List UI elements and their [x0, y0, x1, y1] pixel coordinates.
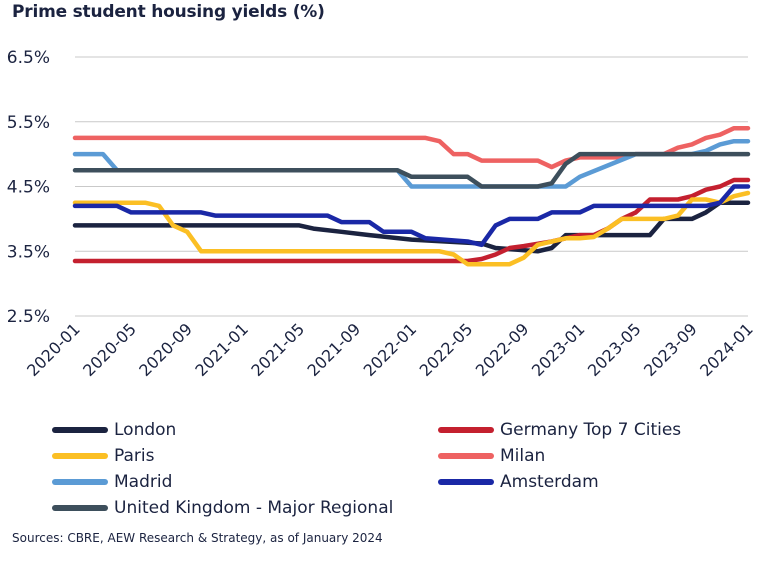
x-tick-label: 2021-05 [247, 319, 308, 380]
legend-item-milan: Milan [438, 444, 545, 468]
legend-label-amsterdam: Amsterdam [500, 472, 599, 492]
series-line-madrid [72, 138, 751, 189]
line-chart: 2.5% 3.5% 4.5% 5.5% 6.5% 2020-012020-052020-… [7, 48, 757, 380]
x-tick-label: 2020-01 [23, 319, 84, 380]
legend-swatch-amsterdam [438, 479, 494, 485]
x-tick-label: 2021-01 [191, 319, 252, 380]
legend-label-paris: Paris [114, 446, 155, 466]
legend-swatch-paris [52, 453, 108, 459]
legend-item-germany-top-7-cities: Germany Top 7 Cities [438, 418, 681, 442]
x-tick-label: 2021-09 [304, 319, 365, 380]
legend-item-london: London [52, 418, 176, 442]
legend-swatch-milan [438, 453, 494, 459]
legend-label-germany-top-7-cities: Germany Top 7 Cities [500, 420, 682, 440]
x-axis-ticks: 2020-012020-052020-092021-012021-052021-… [23, 319, 757, 380]
legend-swatch-germany-top-7-cities [438, 427, 494, 433]
x-tick-label: 2023-09 [640, 319, 701, 380]
legend-item-paris: Paris [52, 444, 154, 468]
y-tick-label: 3.5% [7, 242, 50, 262]
x-tick-label: 2022-05 [416, 319, 477, 380]
legend-item-madrid: Madrid [52, 470, 172, 494]
legend-label-uk-major-regional: United Kingdom - Major Regional [114, 498, 394, 518]
source-note: Sources: CBRE, AEW Research & Strategy, … [12, 531, 383, 545]
chart-title: Prime student housing yields (%) [12, 2, 325, 22]
legend-swatch-london [52, 427, 108, 433]
y-tick-label: 2.5% [7, 307, 50, 327]
x-tick-label: 2020-09 [135, 319, 196, 380]
series-lines [72, 125, 751, 267]
x-tick-label: 2024-01 [696, 319, 757, 380]
x-tick-label: 2023-01 [528, 319, 589, 380]
legend-label-london: London [114, 420, 177, 440]
legend-swatch-uk-major-regional [52, 505, 108, 511]
x-tick-label: 2022-01 [360, 319, 421, 380]
legend-label-milan: Milan [500, 446, 546, 466]
legend-label-madrid: Madrid [114, 472, 173, 492]
series-line-united-kingdom-major-regional [72, 151, 751, 189]
legend-item-uk-major-regional: United Kingdom - Major Regional [52, 496, 393, 520]
x-tick-label: 2020-05 [79, 319, 140, 380]
y-tick-label: 5.5% [7, 113, 50, 133]
series-line-london [72, 200, 751, 254]
y-tick-label: 4.5% [7, 178, 50, 198]
y-axis-ticks: 2.5% 3.5% 4.5% 5.5% 6.5% [7, 48, 50, 327]
series-line-milan [72, 125, 751, 170]
x-tick-label: 2022-09 [472, 319, 533, 380]
series-line-amsterdam [72, 184, 751, 248]
legend: London Germany Top 7 Cities Paris Milan … [52, 418, 752, 526]
legend-swatch-madrid [52, 479, 108, 485]
y-tick-label: 6.5% [7, 48, 50, 68]
x-tick-label: 2023-05 [584, 319, 645, 380]
legend-item-amsterdam: Amsterdam [438, 470, 599, 494]
